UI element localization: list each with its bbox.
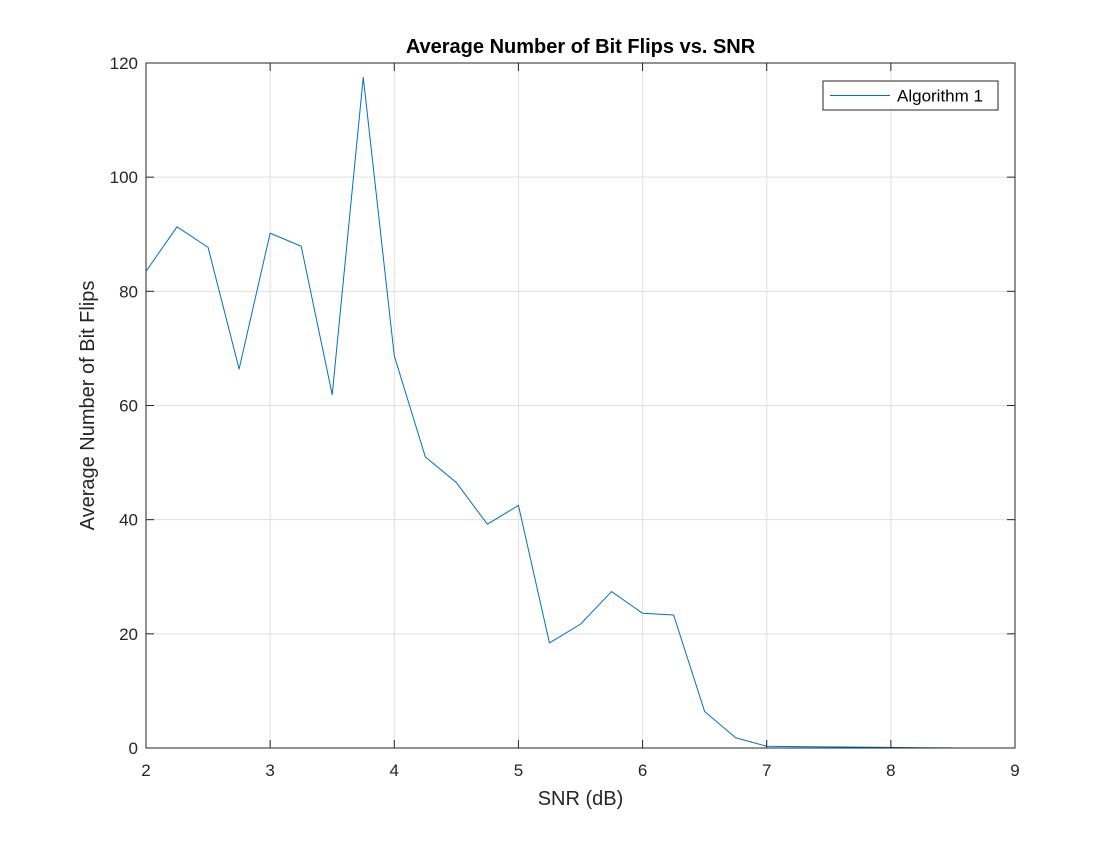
y-tick-label: 80 <box>119 282 138 301</box>
legend-label-algorithm-1: Algorithm 1 <box>897 87 983 106</box>
y-tick-label: 60 <box>119 397 138 416</box>
y-tick-label: 20 <box>119 625 138 644</box>
legend: Algorithm 1 <box>823 81 998 110</box>
x-tick-label: 3 <box>265 761 274 780</box>
x-tick-label: 5 <box>514 761 523 780</box>
chart-title: Average Number of Bit Flips vs. SNR <box>406 36 756 58</box>
y-tick-label: 100 <box>110 168 138 187</box>
x-tick-label: 2 <box>141 761 150 780</box>
y-tick-label: 120 <box>110 54 138 73</box>
y-axis-label: Average Number of Bit Flips <box>77 281 99 531</box>
x-tick-label: 9 <box>1010 761 1019 780</box>
x-tick-label: 8 <box>886 761 895 780</box>
x-tick-label: 7 <box>762 761 771 780</box>
x-axis-label: SNR (dB) <box>538 788 624 810</box>
y-tick-label: 0 <box>129 739 138 758</box>
x-tick-label: 4 <box>390 761 399 780</box>
x-tick-label: 6 <box>638 761 647 780</box>
y-tick-label: 40 <box>119 511 138 530</box>
